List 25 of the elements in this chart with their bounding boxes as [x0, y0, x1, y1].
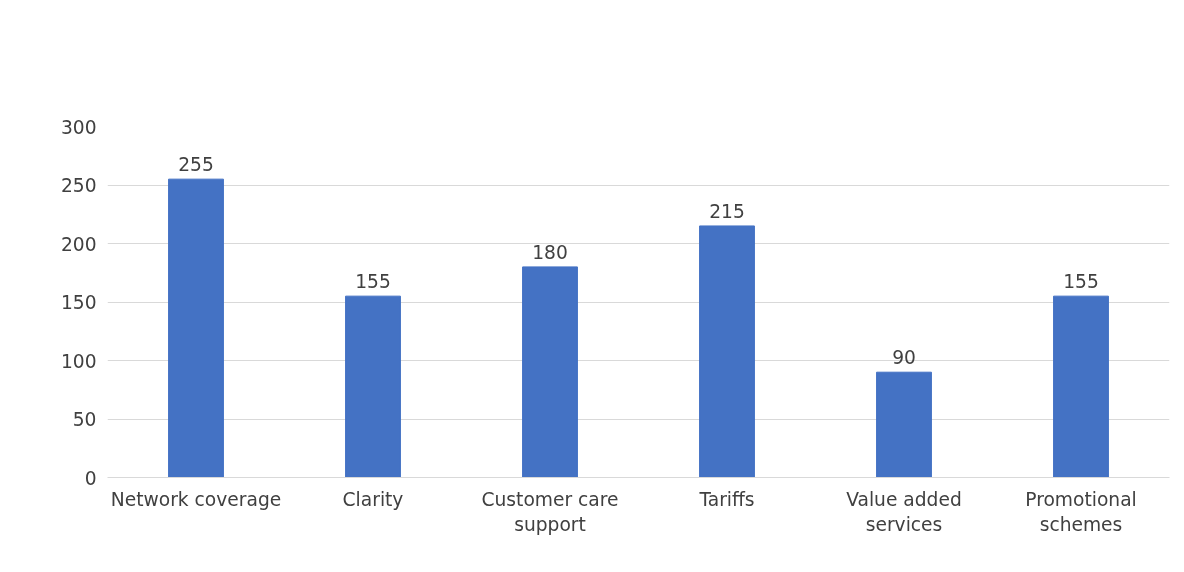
bar — [168, 178, 224, 478]
data-label: 215 — [709, 200, 745, 222]
x-tick-label: Clarity — [342, 488, 404, 510]
y-tick-label: 0 — [84, 467, 97, 489]
data-label: 255 — [178, 154, 214, 176]
y-tick-label: 100 — [60, 350, 97, 372]
data-label: 155 — [1063, 271, 1099, 293]
bar — [1053, 295, 1109, 478]
y-tick-label: 150 — [60, 292, 97, 313]
y-tick-label: 250 — [60, 175, 97, 196]
bar — [522, 266, 578, 478]
x-tick-label: Tariffs — [698, 488, 755, 510]
data-label: 155 — [355, 271, 391, 293]
y-tick-label: 300 — [60, 116, 97, 138]
x-tick-label: Promotional schemes — [1025, 488, 1137, 535]
data-label: 90 — [892, 347, 916, 369]
data-label: 180 — [532, 241, 568, 263]
bar — [699, 225, 755, 478]
bar — [345, 295, 401, 478]
y-tick-label: 200 — [60, 233, 97, 255]
x-tick-label: Customer care support — [481, 488, 619, 535]
y-tick-label: 50 — [72, 409, 97, 430]
bar — [876, 371, 932, 478]
x-tick-label: Network coverage — [110, 488, 282, 510]
x-tick-label: Value added services — [846, 488, 962, 535]
